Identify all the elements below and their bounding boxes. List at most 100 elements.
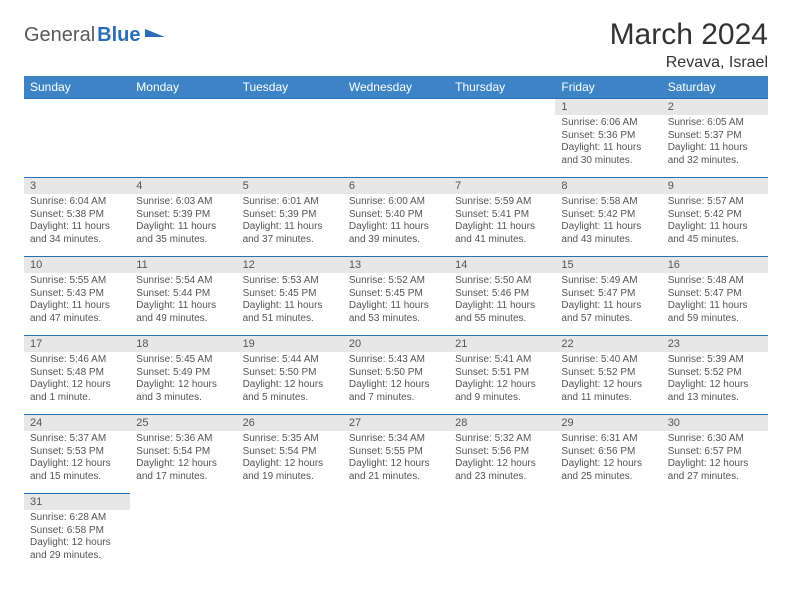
calendar-day-cell: 26Sunrise: 5:35 AMSunset: 5:54 PMDayligh…: [237, 415, 343, 494]
brand-part2: Blue: [97, 24, 140, 47]
calendar-day-cell: 4Sunrise: 6:03 AMSunset: 5:39 PMDaylight…: [130, 178, 236, 257]
calendar-week-row: 31Sunrise: 6:28 AMSunset: 6:58 PMDayligh…: [24, 494, 768, 577]
calendar-empty-cell: [130, 99, 236, 178]
day-number: 10: [24, 257, 130, 273]
location-label: Revava, Israel: [610, 54, 768, 72]
calendar-week-row: 10Sunrise: 5:55 AMSunset: 5:43 PMDayligh…: [24, 257, 768, 336]
day-number: 28: [449, 415, 555, 431]
calendar-day-cell: 17Sunrise: 5:46 AMSunset: 5:48 PMDayligh…: [24, 336, 130, 415]
calendar-day-cell: 8Sunrise: 5:58 AMSunset: 5:42 PMDaylight…: [555, 178, 661, 257]
day-info: Sunrise: 5:36 AMSunset: 5:54 PMDaylight:…: [130, 431, 236, 487]
calendar-empty-cell: [237, 494, 343, 577]
day-number: 24: [24, 415, 130, 431]
calendar-day-cell: 24Sunrise: 5:37 AMSunset: 5:53 PMDayligh…: [24, 415, 130, 494]
day-number: 27: [343, 415, 449, 431]
header-bar: GeneralBlue March 2024 Revava, Israel: [24, 18, 768, 72]
calendar-empty-cell: [662, 494, 768, 577]
day-info: Sunrise: 5:32 AMSunset: 5:56 PMDaylight:…: [449, 431, 555, 487]
day-info: Sunrise: 5:45 AMSunset: 5:49 PMDaylight:…: [130, 352, 236, 408]
calendar-day-cell: 2Sunrise: 6:05 AMSunset: 5:37 PMDaylight…: [662, 99, 768, 178]
day-number: 18: [130, 336, 236, 352]
weekday-header: Tuesday: [237, 76, 343, 99]
calendar-day-cell: 18Sunrise: 5:45 AMSunset: 5:49 PMDayligh…: [130, 336, 236, 415]
day-number: 29: [555, 415, 661, 431]
calendar-week-row: 17Sunrise: 5:46 AMSunset: 5:48 PMDayligh…: [24, 336, 768, 415]
day-number: 22: [555, 336, 661, 352]
day-info: Sunrise: 5:44 AMSunset: 5:50 PMDaylight:…: [237, 352, 343, 408]
day-info: Sunrise: 5:52 AMSunset: 5:45 PMDaylight:…: [343, 273, 449, 329]
day-info: Sunrise: 5:48 AMSunset: 5:47 PMDaylight:…: [662, 273, 768, 329]
day-info: Sunrise: 5:59 AMSunset: 5:41 PMDaylight:…: [449, 194, 555, 250]
day-number: 16: [662, 257, 768, 273]
calendar-day-cell: 25Sunrise: 5:36 AMSunset: 5:54 PMDayligh…: [130, 415, 236, 494]
day-info: Sunrise: 5:37 AMSunset: 5:53 PMDaylight:…: [24, 431, 130, 487]
flag-icon: [143, 27, 167, 45]
weekday-header: Sunday: [24, 76, 130, 99]
calendar-day-cell: 3Sunrise: 6:04 AMSunset: 5:38 PMDaylight…: [24, 178, 130, 257]
day-number: 26: [237, 415, 343, 431]
day-info: Sunrise: 5:54 AMSunset: 5:44 PMDaylight:…: [130, 273, 236, 329]
calendar-day-cell: 7Sunrise: 5:59 AMSunset: 5:41 PMDaylight…: [449, 178, 555, 257]
day-info: Sunrise: 6:01 AMSunset: 5:39 PMDaylight:…: [237, 194, 343, 250]
calendar-empty-cell: [555, 494, 661, 577]
day-number: 21: [449, 336, 555, 352]
calendar-empty-cell: [130, 494, 236, 577]
calendar-body: 1Sunrise: 6:06 AMSunset: 5:36 PMDaylight…: [24, 99, 768, 577]
calendar-day-cell: 23Sunrise: 5:39 AMSunset: 5:52 PMDayligh…: [662, 336, 768, 415]
calendar-week-row: 1Sunrise: 6:06 AMSunset: 5:36 PMDaylight…: [24, 99, 768, 178]
calendar-empty-cell: [343, 494, 449, 577]
calendar-day-cell: 11Sunrise: 5:54 AMSunset: 5:44 PMDayligh…: [130, 257, 236, 336]
calendar-day-cell: 21Sunrise: 5:41 AMSunset: 5:51 PMDayligh…: [449, 336, 555, 415]
month-title: March 2024: [610, 18, 768, 52]
day-info: Sunrise: 5:40 AMSunset: 5:52 PMDaylight:…: [555, 352, 661, 408]
brand-part1: General: [24, 24, 95, 47]
calendar-day-cell: 10Sunrise: 5:55 AMSunset: 5:43 PMDayligh…: [24, 257, 130, 336]
calendar-empty-cell: [343, 99, 449, 178]
day-number: 30: [662, 415, 768, 431]
calendar-day-cell: 27Sunrise: 5:34 AMSunset: 5:55 PMDayligh…: [343, 415, 449, 494]
day-number: 4: [130, 178, 236, 194]
day-info: Sunrise: 6:30 AMSunset: 6:57 PMDaylight:…: [662, 431, 768, 487]
day-number: 1: [555, 99, 661, 115]
calendar-empty-cell: [449, 99, 555, 178]
calendar-week-row: 3Sunrise: 6:04 AMSunset: 5:38 PMDaylight…: [24, 178, 768, 257]
calendar-day-cell: 30Sunrise: 6:30 AMSunset: 6:57 PMDayligh…: [662, 415, 768, 494]
day-number: 5: [237, 178, 343, 194]
calendar-day-cell: 19Sunrise: 5:44 AMSunset: 5:50 PMDayligh…: [237, 336, 343, 415]
calendar-day-cell: 6Sunrise: 6:00 AMSunset: 5:40 PMDaylight…: [343, 178, 449, 257]
calendar-empty-cell: [237, 99, 343, 178]
weekday-header: Thursday: [449, 76, 555, 99]
weekday-header-row: SundayMondayTuesdayWednesdayThursdayFrid…: [24, 76, 768, 99]
calendar-day-cell: 9Sunrise: 5:57 AMSunset: 5:42 PMDaylight…: [662, 178, 768, 257]
day-info: Sunrise: 6:28 AMSunset: 6:58 PMDaylight:…: [24, 510, 130, 566]
calendar-empty-cell: [449, 494, 555, 577]
day-info: Sunrise: 6:03 AMSunset: 5:39 PMDaylight:…: [130, 194, 236, 250]
day-number: 7: [449, 178, 555, 194]
calendar-day-cell: 13Sunrise: 5:52 AMSunset: 5:45 PMDayligh…: [343, 257, 449, 336]
calendar-day-cell: 1Sunrise: 6:06 AMSunset: 5:36 PMDaylight…: [555, 99, 661, 178]
day-info: Sunrise: 6:06 AMSunset: 5:36 PMDaylight:…: [555, 115, 661, 171]
weekday-header: Friday: [555, 76, 661, 99]
day-info: Sunrise: 5:41 AMSunset: 5:51 PMDaylight:…: [449, 352, 555, 408]
calendar-empty-cell: [24, 99, 130, 178]
day-info: Sunrise: 6:05 AMSunset: 5:37 PMDaylight:…: [662, 115, 768, 171]
calendar-day-cell: 16Sunrise: 5:48 AMSunset: 5:47 PMDayligh…: [662, 257, 768, 336]
day-info: Sunrise: 5:50 AMSunset: 5:46 PMDaylight:…: [449, 273, 555, 329]
day-number: 13: [343, 257, 449, 273]
day-number: 9: [662, 178, 768, 194]
day-number: 17: [24, 336, 130, 352]
day-number: 14: [449, 257, 555, 273]
day-info: Sunrise: 5:53 AMSunset: 5:45 PMDaylight:…: [237, 273, 343, 329]
day-info: Sunrise: 6:31 AMSunset: 6:56 PMDaylight:…: [555, 431, 661, 487]
calendar-day-cell: 31Sunrise: 6:28 AMSunset: 6:58 PMDayligh…: [24, 494, 130, 577]
calendar-day-cell: 28Sunrise: 5:32 AMSunset: 5:56 PMDayligh…: [449, 415, 555, 494]
day-info: Sunrise: 5:34 AMSunset: 5:55 PMDaylight:…: [343, 431, 449, 487]
day-number: 11: [130, 257, 236, 273]
calendar-day-cell: 15Sunrise: 5:49 AMSunset: 5:47 PMDayligh…: [555, 257, 661, 336]
day-number: 20: [343, 336, 449, 352]
brand-logo: GeneralBlue: [24, 18, 167, 47]
calendar-table: SundayMondayTuesdayWednesdayThursdayFrid…: [24, 76, 768, 576]
day-info: Sunrise: 5:43 AMSunset: 5:50 PMDaylight:…: [343, 352, 449, 408]
day-number: 2: [662, 99, 768, 115]
day-info: Sunrise: 5:39 AMSunset: 5:52 PMDaylight:…: [662, 352, 768, 408]
